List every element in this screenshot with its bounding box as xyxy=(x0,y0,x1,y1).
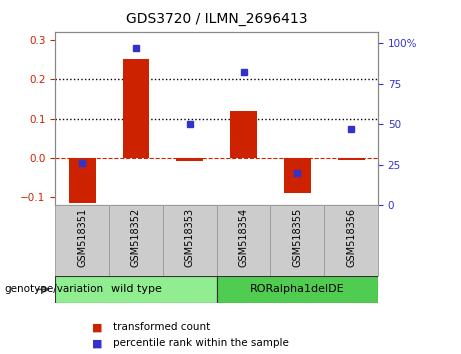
Bar xyxy=(271,205,324,276)
Bar xyxy=(69,158,95,203)
Bar xyxy=(284,158,311,194)
Text: transformed count: transformed count xyxy=(113,322,210,332)
Bar xyxy=(55,276,217,303)
Bar xyxy=(324,205,378,276)
Text: GSM518355: GSM518355 xyxy=(292,208,302,267)
Bar xyxy=(230,111,257,158)
Text: ■: ■ xyxy=(92,338,103,348)
Text: GSM518353: GSM518353 xyxy=(185,208,195,267)
Text: wild type: wild type xyxy=(111,284,161,295)
Text: percentile rank within the sample: percentile rank within the sample xyxy=(113,338,289,348)
Text: GSM518351: GSM518351 xyxy=(77,208,87,267)
Text: GSM518356: GSM518356 xyxy=(346,208,356,267)
Text: ■: ■ xyxy=(92,322,103,332)
Bar xyxy=(163,205,217,276)
Bar xyxy=(176,158,203,161)
Bar xyxy=(217,205,271,276)
Bar xyxy=(55,205,109,276)
Text: genotype/variation: genotype/variation xyxy=(5,284,104,295)
Text: GSM518352: GSM518352 xyxy=(131,208,141,267)
Bar xyxy=(109,205,163,276)
Bar xyxy=(217,276,378,303)
Bar xyxy=(123,59,149,158)
Text: RORalpha1delDE: RORalpha1delDE xyxy=(250,284,345,295)
Text: GSM518354: GSM518354 xyxy=(238,208,248,267)
Text: GDS3720 / ILMN_2696413: GDS3720 / ILMN_2696413 xyxy=(126,12,307,27)
Bar xyxy=(337,158,365,160)
